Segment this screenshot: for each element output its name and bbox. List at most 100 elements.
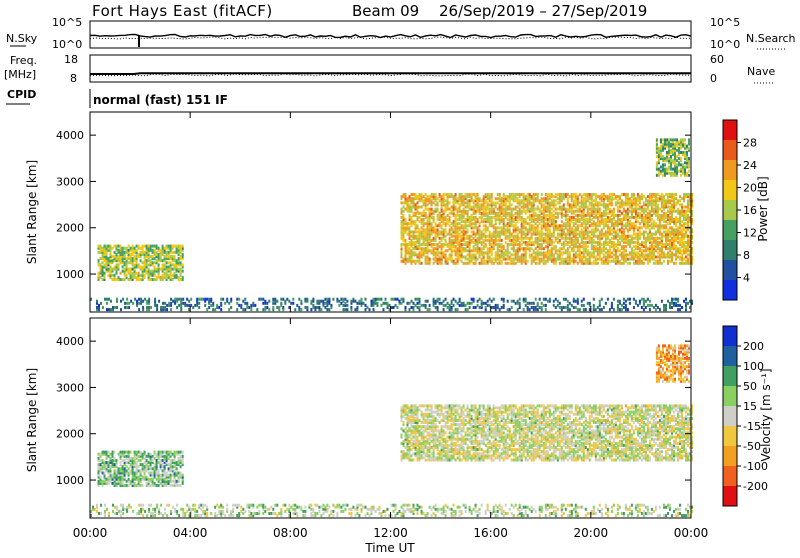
echo-cell [593,245,595,248]
echo-cell [236,308,238,311]
echo-cell [670,149,672,152]
echo-cell [154,278,156,281]
echo-cell [609,245,611,248]
echo-cell [174,251,176,254]
echo-cell [158,253,160,256]
echo-cell [611,302,613,305]
echo-cell [517,197,519,200]
echo-cell [681,306,683,309]
nsky-label: N.Sky [6,32,38,45]
echo-cell [637,220,639,223]
echo-cell [445,222,447,225]
echo-cell [647,195,649,198]
echo-cell [178,245,180,248]
echo-cell [641,260,643,263]
echo-cell [377,298,379,301]
echo-cell [429,195,431,198]
echo-cell [411,235,413,238]
echo-cell [493,298,495,301]
echo-cell [670,138,672,141]
echo-cell [411,239,413,242]
colorbar-swatch [723,280,737,300]
echo-cell [513,235,515,238]
echo-cell [176,306,178,309]
echo-cell [668,172,670,175]
echo-cell [326,298,328,301]
echo-cell [493,231,495,234]
echo-cell [491,258,493,261]
echo-cell [647,212,649,215]
echo-cell [463,220,465,223]
echo-cell [591,251,593,254]
echo-cell [577,208,579,211]
echo-cell [411,193,413,196]
echo-cell [629,239,631,242]
echo-cell [100,463,102,466]
echo-cell [603,193,605,196]
echo-cell [499,249,501,252]
echo-cell [679,256,681,259]
echo-cell [575,210,577,213]
echo-cell [447,214,449,217]
echo-cell [597,235,599,238]
echo-cell [625,222,627,225]
echo-cell [651,193,653,196]
echo-cell [431,239,433,242]
cpid-label: CPID [7,88,36,101]
echo-cell [411,300,413,303]
echo-cell [589,224,591,227]
echo-cell [342,298,344,301]
echo-cell [673,262,675,265]
echo-cell [629,216,631,219]
echo-cell [485,218,487,221]
echo-cell [519,298,521,301]
echo-cell [427,195,429,198]
echo-cell [154,266,156,269]
echo-cell [445,203,447,206]
echo-cell [268,308,270,311]
echo-cell [208,306,210,309]
echo-cell [631,199,633,202]
echo-cell [651,222,653,225]
echo-cell [140,247,142,250]
echo-cell [445,216,447,219]
echo-cell [439,193,441,196]
echo-cell [675,228,677,231]
echo-cell [192,306,194,309]
echo-cell [561,206,563,209]
echo-cell [124,306,126,309]
echo-cell [561,220,563,223]
echo-cell [557,304,559,307]
echo-cell [485,206,487,209]
echo-cell [182,270,184,273]
echo-cell [643,262,645,265]
echo-cell [653,237,655,240]
echo-cell [671,226,673,229]
echo-cell [300,308,302,311]
echo-cell [567,241,569,244]
echo-cell [567,218,569,221]
echo-cell [569,216,571,219]
echo-cell [577,308,579,311]
echo-cell [531,201,533,204]
echo-cell [210,304,212,307]
echo-cell [543,251,545,254]
echo-cell [100,245,102,248]
echo-cell [136,245,138,248]
colorbar-swatch [723,180,737,200]
echo-cell [653,220,655,223]
echo-cell [134,263,136,266]
echo-cell [477,304,479,307]
echo-cell [639,253,641,256]
echo-cell [683,210,685,213]
echo-cell [449,212,451,215]
echo-cell [465,206,467,209]
echo-cell [487,235,489,238]
echo-cell [310,300,312,303]
echo-cell [138,272,140,275]
echo-cell [140,274,142,277]
echo-cell [429,258,431,261]
echo-cell [583,241,585,244]
echo-cell [140,251,142,254]
colorbar-swatch [723,160,737,180]
